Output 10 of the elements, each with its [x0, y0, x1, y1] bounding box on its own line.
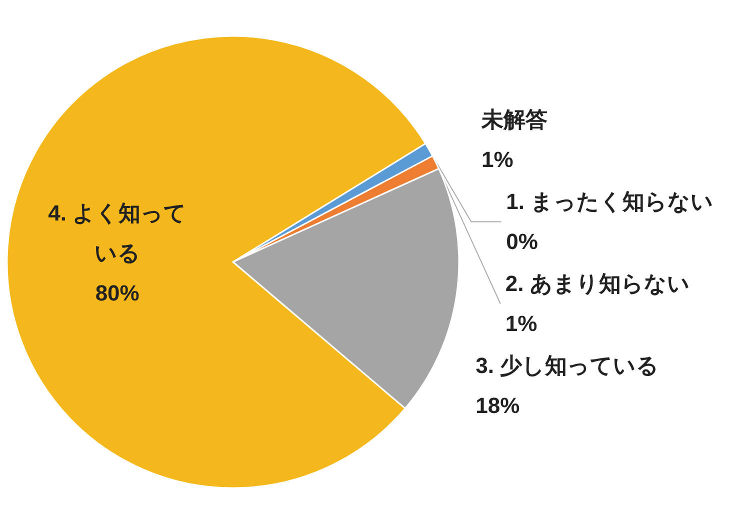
- category-label: 1. まったく知らない: [506, 189, 714, 214]
- data-label: 1%: [481, 147, 514, 172]
- slice-label: 2. あまり知らない: [505, 271, 690, 296]
- text: 0%: [506, 229, 538, 254]
- data-label: 80%: [95, 280, 140, 306]
- slice-label: 未解答: [480, 107, 548, 132]
- data-label: 18%: [476, 393, 520, 418]
- slice-label: 3. 少し知っている: [476, 353, 660, 378]
- slice-label: 4. よく知っている: [48, 200, 187, 266]
- data-label: 1%: [505, 311, 538, 336]
